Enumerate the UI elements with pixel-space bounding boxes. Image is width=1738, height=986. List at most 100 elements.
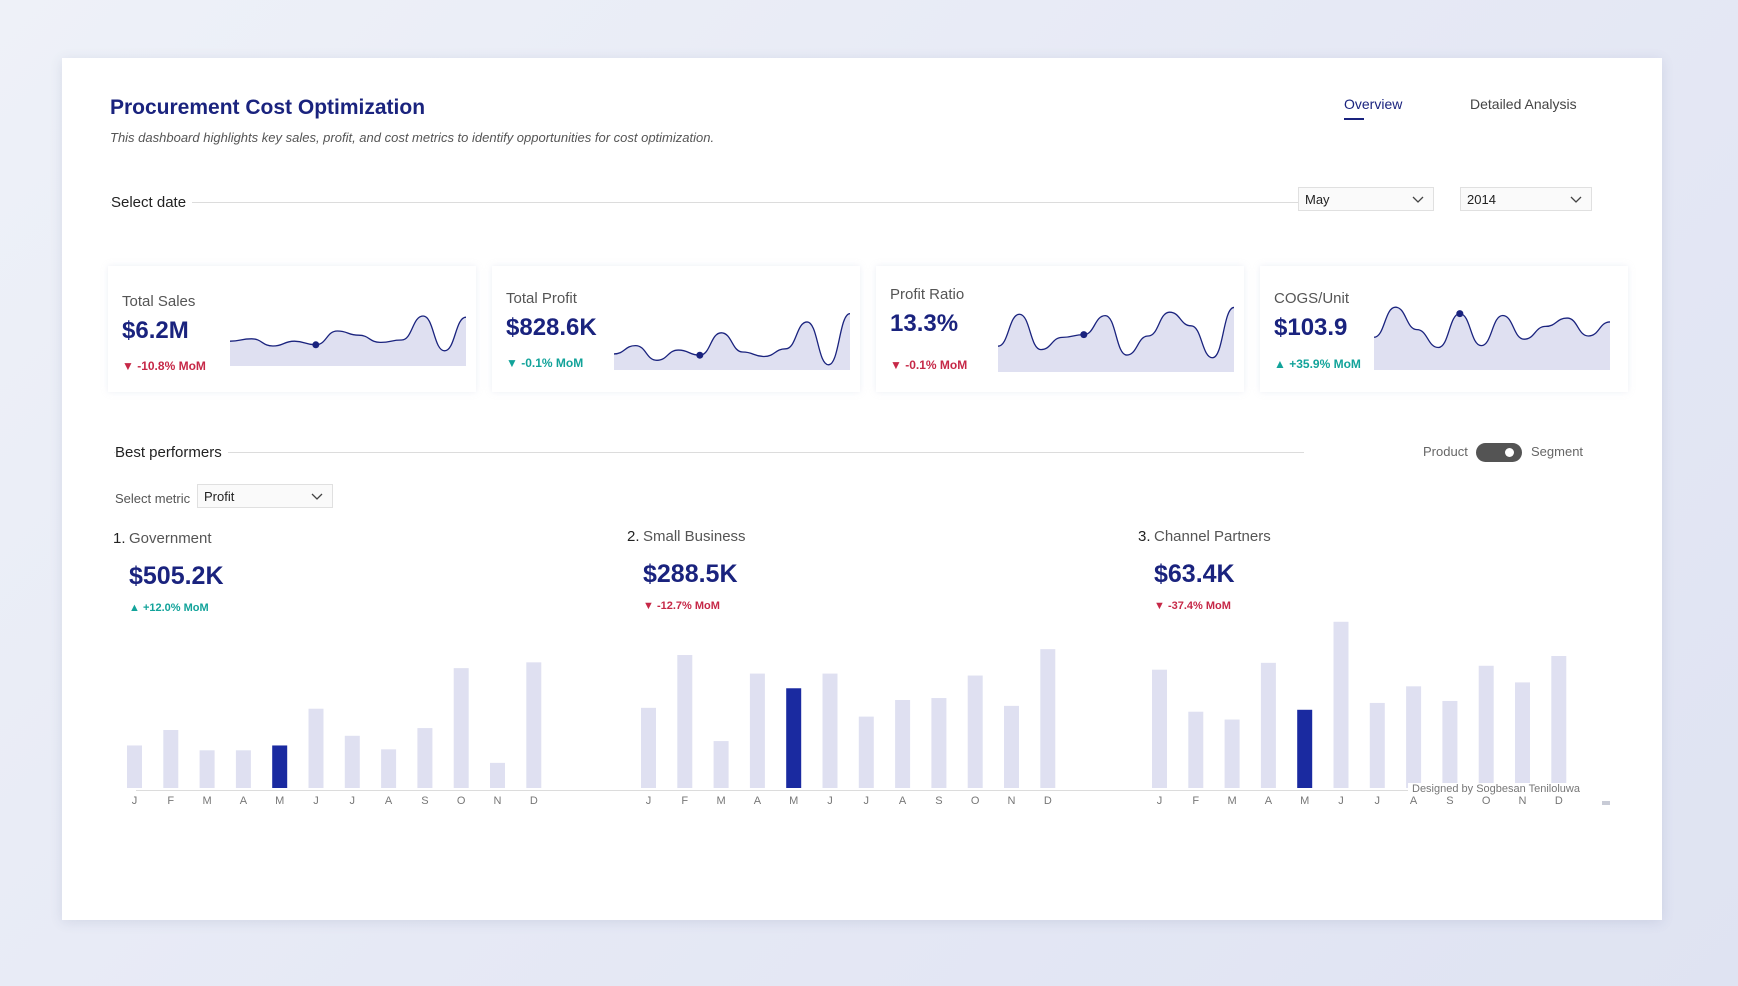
performer-rank: 3. [1138, 528, 1151, 545]
bar-5[interactable] [272, 745, 288, 788]
bar-7[interactable] [1369, 702, 1385, 788]
sparkline-line [614, 312, 850, 366]
bar-11[interactable] [1515, 682, 1530, 788]
bar-4[interactable] [749, 673, 765, 788]
metric-dropdown[interactable]: Profit [197, 484, 333, 508]
month-tick-label: A [899, 795, 907, 807]
bar-8[interactable] [895, 700, 911, 788]
bar-2[interactable] [1188, 711, 1204, 788]
date-divider [110, 202, 1350, 203]
month-tick-label: M [789, 795, 798, 807]
bar-6[interactable] [1333, 621, 1349, 788]
performer-rank: 2. [627, 528, 640, 545]
bar-1[interactable] [127, 745, 142, 788]
performer-name: Small Business [643, 528, 746, 545]
kpi-card-cogs-unit: COGS/Unit $103.9 ▲ +35.9% MoM [1260, 266, 1628, 392]
year-dropdown[interactable]: 2014 [1460, 187, 1592, 211]
bar-10[interactable] [967, 675, 983, 788]
performer-value: $288.5K [643, 560, 738, 588]
sparkline-area [230, 316, 466, 366]
kpi-value: 13.3% [890, 310, 959, 337]
month-tick-label: M [275, 795, 284, 807]
month-tick-label: N [1008, 795, 1016, 807]
bar-2[interactable] [677, 655, 693, 788]
chevron-down-icon [1570, 196, 1582, 203]
bar-11[interactable] [1004, 705, 1019, 788]
sparkline-area [614, 313, 850, 370]
bar-10[interactable] [1478, 665, 1494, 788]
bar-1[interactable] [1152, 669, 1167, 788]
bar-1[interactable] [641, 707, 656, 788]
footer-divider [136, 790, 1408, 791]
bar-12[interactable] [526, 662, 542, 788]
month-tick-label: M [1228, 795, 1237, 807]
month-tick-label: O [1482, 795, 1491, 807]
kpi-value: $6.2M [122, 317, 189, 344]
month-tick-label: F [681, 795, 688, 807]
kpi-delta: ▲ +35.9% MoM [1274, 357, 1361, 371]
performer-value: $505.2K [129, 562, 224, 590]
month-tick-label: A [385, 795, 393, 807]
bar-9[interactable] [1442, 700, 1458, 788]
kpi-delta: ▼ -10.8% MoM [122, 359, 206, 373]
performer-2: 2. Small Business $288.5K ▼ -12.7% MoM J… [627, 528, 1097, 828]
bar-7[interactable] [858, 716, 874, 788]
bar-6[interactable] [822, 673, 838, 788]
month-tick-label: F [1192, 795, 1199, 807]
bar-3[interactable] [1224, 719, 1240, 788]
month-tick-label: J [864, 795, 870, 807]
page-subtitle: This dashboard highlights key sales, pro… [110, 130, 715, 145]
bar-5[interactable] [786, 688, 802, 788]
bar-12[interactable] [1551, 656, 1567, 788]
designer-credit: Designed by Sogbesan Teniloluwa [1408, 783, 1580, 795]
bar-4[interactable] [235, 750, 251, 788]
kpi-label: COGS/Unit [1274, 290, 1350, 307]
bar-12[interactable] [1040, 649, 1056, 788]
kpi-value: $828.6K [506, 314, 597, 341]
tab-detailed-analysis[interactable]: Detailed Analysis [1470, 96, 1577, 112]
sparkline-area [1374, 307, 1610, 370]
month-tick-label: M [203, 795, 212, 807]
bar-3[interactable] [199, 750, 215, 788]
bar-6[interactable] [308, 708, 324, 788]
tab-overview[interactable]: Overview [1344, 96, 1403, 120]
bar-8[interactable] [1406, 686, 1422, 788]
bar-4[interactable] [1260, 662, 1276, 788]
performer-delta: ▲ +12.0% MoM [129, 602, 209, 614]
month-tick-label: F [167, 795, 174, 807]
bar-5[interactable] [1297, 709, 1313, 788]
best-performers-label: Best performers [115, 444, 228, 461]
bar-10[interactable] [453, 668, 469, 788]
sparkline-area [998, 307, 1234, 372]
page-title: Procurement Cost Optimization [110, 96, 426, 119]
toggle-product-label: Product [1423, 444, 1468, 459]
sparkline-current-point [696, 351, 704, 359]
year-dropdown-value: 2014 [1467, 192, 1496, 207]
bar-11[interactable] [490, 762, 505, 788]
tab-overview-label: Overview [1344, 96, 1403, 112]
product-segment-toggle[interactable] [1476, 443, 1522, 462]
bar-9[interactable] [417, 728, 433, 788]
month-dropdown[interactable]: May [1298, 187, 1434, 211]
kpi-card-total-sales: Total Sales $6.2M ▼ -10.8% MoM [108, 266, 476, 392]
bar-7[interactable] [344, 735, 360, 788]
month-tick-label: J [132, 795, 138, 807]
bar-9[interactable] [931, 698, 947, 788]
kpi-delta: ▼ -0.1% MoM [506, 356, 584, 370]
bar-8[interactable] [381, 749, 397, 788]
performer-delta: ▼ -37.4% MoM [1154, 600, 1231, 612]
month-tick-label: D [530, 795, 538, 807]
month-tick-label: S [421, 795, 428, 807]
bar-2[interactable] [163, 730, 179, 788]
month-tick-label: D [1555, 795, 1563, 807]
month-tick-label: A [1265, 795, 1273, 807]
month-tick-label: J [1157, 795, 1163, 807]
toggle-knob [1505, 448, 1514, 457]
sparkline-line [998, 306, 1234, 359]
month-tick-label: N [494, 795, 502, 807]
bar-3[interactable] [713, 741, 729, 788]
kpi-label: Total Sales [122, 293, 196, 310]
sparkline-current-point [1456, 310, 1464, 318]
